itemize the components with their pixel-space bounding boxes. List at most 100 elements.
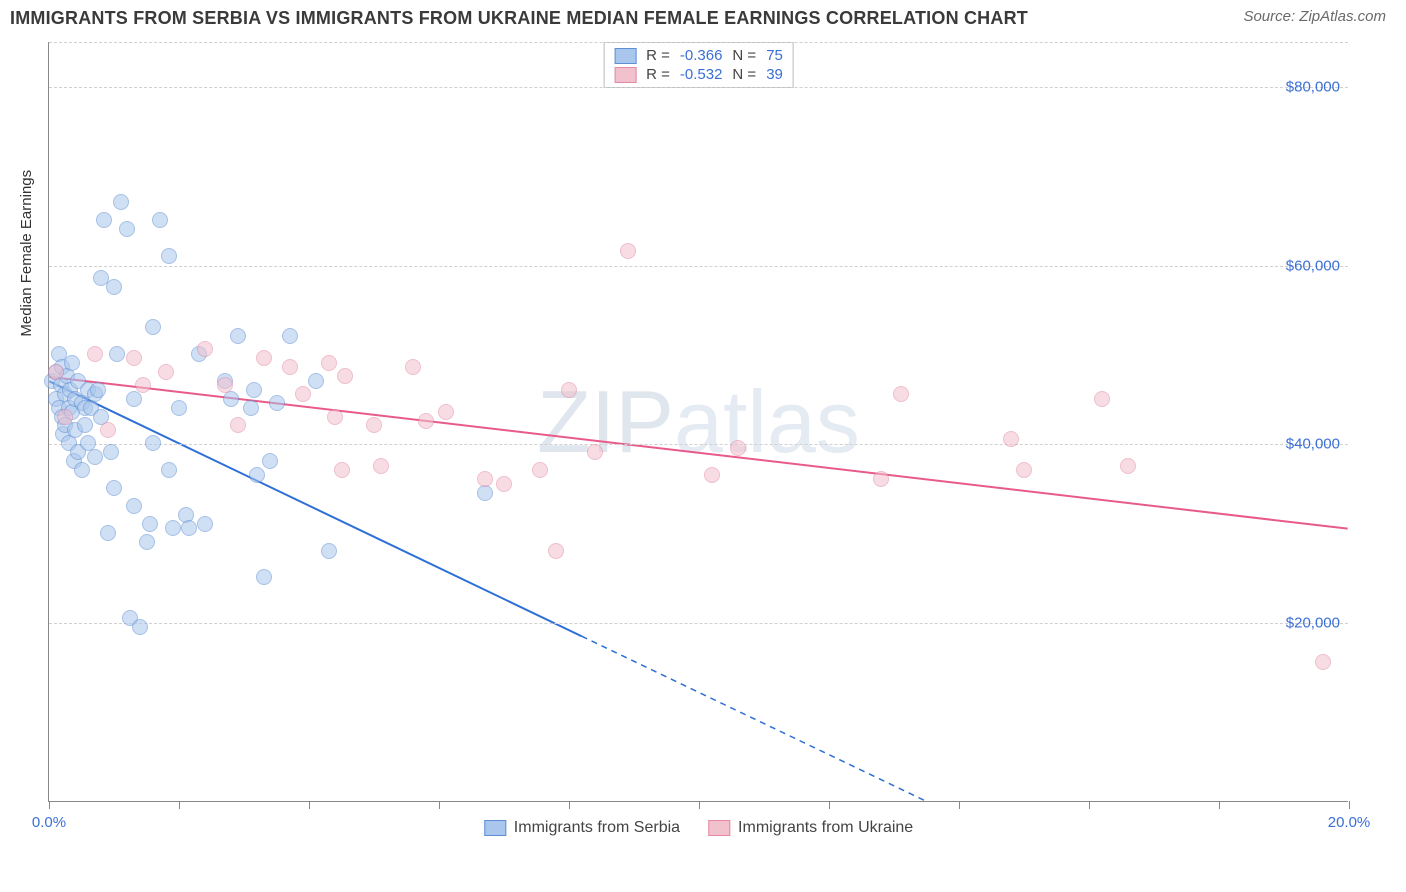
data-point-ukraine <box>57 409 73 425</box>
legend-swatch-serbia <box>484 820 506 836</box>
data-point-serbia <box>142 516 158 532</box>
data-point-ukraine <box>1003 431 1019 447</box>
data-point-ukraine <box>295 386 311 402</box>
data-point-serbia <box>262 453 278 469</box>
watermark: ZIPatlas <box>537 371 860 473</box>
data-point-ukraine <box>373 458 389 474</box>
data-point-ukraine <box>418 413 434 429</box>
data-point-ukraine <box>561 382 577 398</box>
x-tick <box>699 801 700 809</box>
data-point-serbia <box>74 462 90 478</box>
legend-n-label: N = <box>732 47 756 64</box>
data-point-ukraine <box>217 377 233 393</box>
legend-swatch-serbia <box>614 48 636 64</box>
data-point-serbia <box>256 569 272 585</box>
data-point-ukraine <box>1120 458 1136 474</box>
legend-swatch-ukraine <box>614 67 636 83</box>
data-point-serbia <box>64 355 80 371</box>
data-point-serbia <box>139 534 155 550</box>
data-point-serbia <box>96 212 112 228</box>
data-point-serbia <box>321 543 337 559</box>
x-tick <box>309 801 310 809</box>
gridline <box>49 444 1348 445</box>
data-point-ukraine <box>126 350 142 366</box>
data-point-ukraine <box>438 404 454 420</box>
data-point-serbia <box>145 435 161 451</box>
data-point-ukraine <box>197 341 213 357</box>
chart-plot-area: ZIPatlas R =-0.366N =75R =-0.532N =39 Im… <box>48 42 1348 802</box>
data-point-ukraine <box>496 476 512 492</box>
chart-title: IMMIGRANTS FROM SERBIA VS IMMIGRANTS FRO… <box>10 8 1028 29</box>
y-tick-label: $40,000 <box>1286 436 1340 453</box>
x-tick <box>1089 801 1090 809</box>
data-point-serbia <box>308 373 324 389</box>
data-point-ukraine <box>334 462 350 478</box>
x-tick-label: 0.0% <box>32 814 66 831</box>
data-point-ukraine <box>100 422 116 438</box>
source-label: Source: ZipAtlas.com <box>1243 8 1386 25</box>
data-point-ukraine <box>327 409 343 425</box>
data-point-serbia <box>132 619 148 635</box>
gridline <box>49 42 1348 43</box>
legend-item-serbia: Immigrants from Serbia <box>484 819 680 837</box>
data-point-ukraine <box>477 471 493 487</box>
data-point-serbia <box>161 462 177 478</box>
data-point-serbia <box>171 400 187 416</box>
x-tick <box>179 801 180 809</box>
legend-label-serbia: Immigrants from Serbia <box>514 819 680 837</box>
data-point-serbia <box>113 194 129 210</box>
data-point-ukraine <box>893 386 909 402</box>
data-point-ukraine <box>1016 462 1032 478</box>
trend-line-ukraine <box>49 377 1347 529</box>
x-tick <box>1349 801 1350 809</box>
legend-r-label: R = <box>646 66 670 83</box>
data-point-serbia <box>230 328 246 344</box>
data-point-ukraine <box>730 440 746 456</box>
data-point-serbia <box>77 417 93 433</box>
data-point-serbia <box>152 212 168 228</box>
x-tick <box>439 801 440 809</box>
data-point-ukraine <box>405 359 421 375</box>
data-point-ukraine <box>282 359 298 375</box>
data-point-ukraine <box>366 417 382 433</box>
y-tick-label: $60,000 <box>1286 257 1340 274</box>
data-point-serbia <box>119 221 135 237</box>
data-point-ukraine <box>873 471 889 487</box>
data-point-ukraine <box>548 543 564 559</box>
gridline <box>49 623 1348 624</box>
data-point-ukraine <box>158 364 174 380</box>
trend-line-serbia-extrapolated <box>582 636 926 801</box>
legend-swatch-ukraine <box>708 820 730 836</box>
data-point-serbia <box>249 467 265 483</box>
x-tick <box>569 801 570 809</box>
data-point-ukraine <box>337 368 353 384</box>
data-point-serbia <box>90 382 106 398</box>
y-tick-label: $80,000 <box>1286 78 1340 95</box>
data-point-serbia <box>100 525 116 541</box>
data-point-ukraine <box>135 377 151 393</box>
data-point-serbia <box>243 400 259 416</box>
legend-label-ukraine: Immigrants from Ukraine <box>738 819 913 837</box>
data-point-ukraine <box>256 350 272 366</box>
data-point-ukraine <box>230 417 246 433</box>
legend-n-label: N = <box>732 66 756 83</box>
x-tick <box>959 801 960 809</box>
data-point-ukraine <box>704 467 720 483</box>
y-tick-label: $20,000 <box>1286 615 1340 632</box>
data-point-serbia <box>269 395 285 411</box>
data-point-ukraine <box>620 243 636 259</box>
data-point-serbia <box>145 319 161 335</box>
data-point-ukraine <box>1315 654 1331 670</box>
gridline <box>49 87 1348 88</box>
data-point-serbia <box>106 480 122 496</box>
data-point-serbia <box>197 516 213 532</box>
data-point-ukraine <box>87 346 103 362</box>
data-point-ukraine <box>1094 391 1110 407</box>
x-tick <box>1219 801 1220 809</box>
data-point-serbia <box>126 391 142 407</box>
data-point-serbia <box>87 449 103 465</box>
correlation-legend: R =-0.366N =75R =-0.532N =39 <box>603 42 794 88</box>
data-point-serbia <box>282 328 298 344</box>
data-point-serbia <box>246 382 262 398</box>
legend-n-value-ukraine: 39 <box>766 66 783 83</box>
